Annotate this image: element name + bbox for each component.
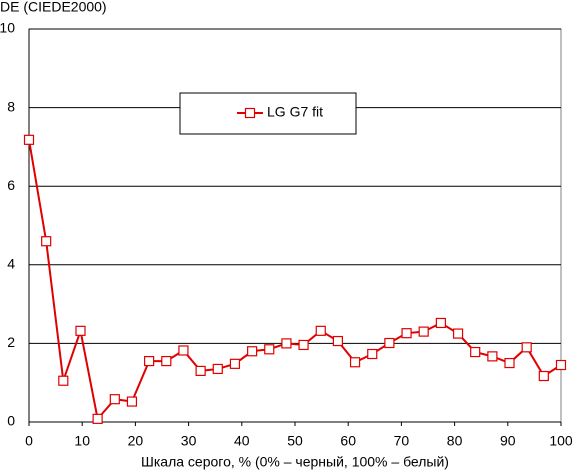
x-tick-label: 20	[128, 433, 144, 449]
point-marker	[521, 342, 532, 353]
point-marker	[195, 365, 206, 377]
point-marker	[75, 325, 86, 336]
point-marker	[538, 370, 549, 382]
x-tick-label: 50	[287, 433, 303, 449]
x-tick-label: 90	[500, 433, 516, 449]
point-marker	[452, 328, 464, 339]
y-tick-label: 10	[0, 20, 15, 36]
y-tick-label: 6	[7, 177, 15, 193]
point-marker	[401, 328, 412, 339]
point-marker	[92, 413, 103, 424]
x-tick-label: 40	[234, 433, 250, 449]
y-tick-label: 2	[7, 334, 15, 350]
point-marker	[212, 363, 223, 375]
legend-label: LG G7 fit	[267, 104, 323, 120]
y-tick-label: 4	[7, 256, 15, 272]
point-marker	[435, 317, 446, 329]
point-marker	[281, 338, 292, 349]
y-tick-label: 0	[7, 413, 15, 429]
point-marker	[315, 325, 326, 336]
point-marker	[144, 355, 155, 367]
point-marker	[384, 337, 395, 349]
point-marker	[264, 344, 275, 355]
y-tick-label: 8	[7, 98, 15, 114]
point-marker	[487, 351, 498, 362]
series-line	[28, 139, 562, 422]
x-tick-label: 10	[74, 433, 90, 449]
point-marker	[247, 346, 258, 357]
point-marker	[23, 134, 35, 145]
x-tick-label: 80	[447, 433, 463, 449]
point-marker	[161, 355, 172, 367]
x-tick-label: 70	[394, 433, 410, 449]
point-marker	[418, 326, 429, 337]
legend-box	[179, 92, 357, 135]
x-tick-label: 0	[25, 433, 33, 449]
x-tick-label: 30	[181, 433, 197, 449]
point-marker	[126, 396, 138, 407]
point-marker	[332, 335, 343, 347]
point-marker	[555, 359, 567, 371]
x-tick-label: 60	[340, 433, 356, 449]
x-axis-label: Шкала серого, % (0% – черный, 100% – бел…	[141, 454, 449, 470]
point-marker	[367, 348, 378, 360]
legend-marker	[244, 107, 256, 119]
y-axis-label: DE (CIEDE2000)	[0, 0, 107, 15]
point-marker	[58, 375, 69, 386]
plot-area	[28, 28, 562, 423]
point-marker	[178, 345, 189, 356]
point-marker	[298, 339, 309, 351]
x-tick-label: 100	[549, 433, 573, 449]
point-marker	[109, 394, 120, 405]
point-marker	[229, 358, 241, 369]
point-marker	[41, 236, 52, 247]
point-marker	[349, 357, 361, 368]
point-marker	[504, 357, 515, 369]
point-marker	[470, 346, 481, 358]
